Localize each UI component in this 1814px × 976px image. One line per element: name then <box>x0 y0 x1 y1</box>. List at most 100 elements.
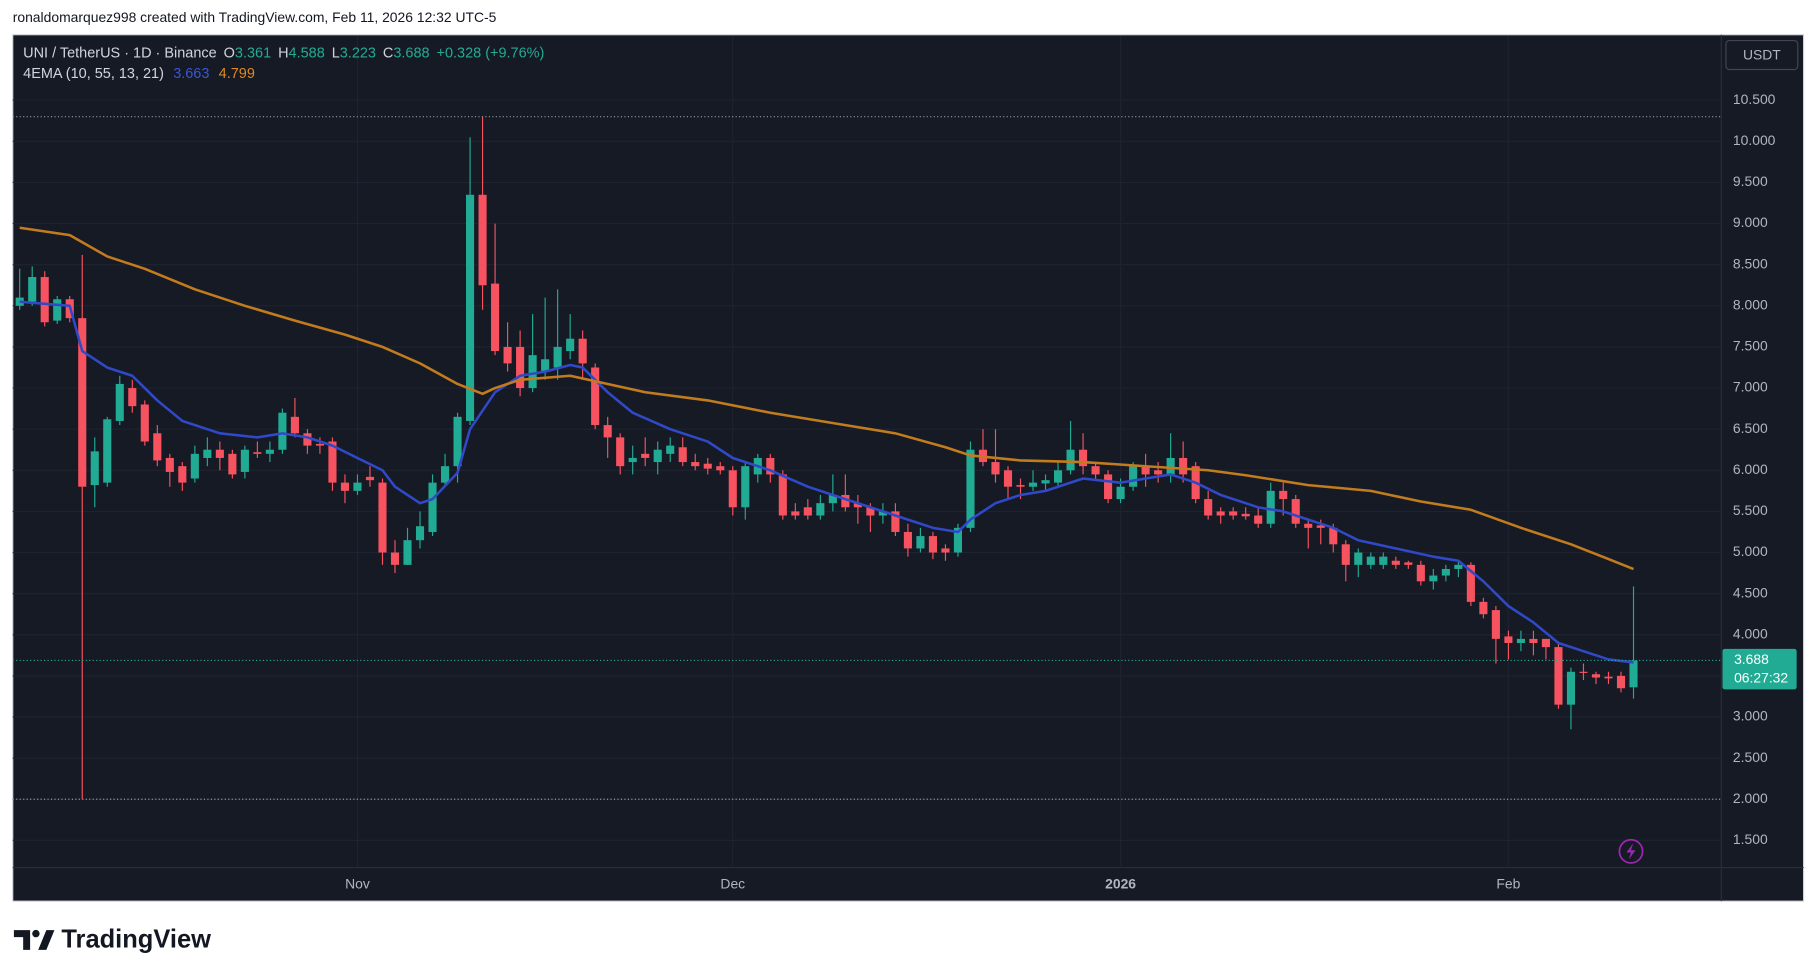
candle-body <box>1454 564 1463 569</box>
y-tick-label: 4.500 <box>1733 584 1768 600</box>
candle-body <box>766 457 775 475</box>
candle-body <box>641 453 650 458</box>
candle-body <box>1566 671 1576 705</box>
candle-body <box>1391 560 1400 565</box>
legend-indicator: 4EMA (10, 55, 13, 21) 3.663 4.799 <box>23 66 255 82</box>
axes: 1.5002.0002.5003.0003.5004.0004.5005.000… <box>345 91 1797 892</box>
currency[interactable]: USDT <box>1743 46 1781 62</box>
low-value: 3.223 <box>340 45 376 61</box>
candle-body <box>1291 499 1300 524</box>
candle-body <box>566 338 575 352</box>
currency-box[interactable] <box>1725 39 1799 71</box>
candle-body <box>1404 562 1413 565</box>
candle-body <box>265 449 274 454</box>
candle-body <box>1604 676 1613 679</box>
candle-body <box>916 536 925 549</box>
candle-body <box>1579 671 1588 673</box>
candle-body <box>153 433 162 461</box>
candle-body <box>491 283 500 352</box>
candle-body <box>1229 511 1238 516</box>
brand-name: TradingView <box>61 925 211 953</box>
y-tick-label: 8.500 <box>1733 255 1768 271</box>
close-value: 3.688 <box>393 45 429 61</box>
candle-body <box>666 445 675 454</box>
candle-body <box>1066 449 1075 471</box>
x-tick-label: 2026 <box>1105 876 1136 892</box>
candle-body <box>1341 544 1350 565</box>
candle-body <box>966 449 975 528</box>
y-tick-label: 10.500 <box>1733 91 1776 107</box>
brand-logo <box>13 929 55 950</box>
candle-body <box>103 419 112 483</box>
candle-body <box>616 437 625 467</box>
candle-body <box>190 453 199 479</box>
y-tick-label: 2.500 <box>1733 749 1768 765</box>
y-tick-label: 7.000 <box>1733 379 1768 395</box>
candle-body <box>891 511 900 532</box>
high-value: 4.588 <box>289 45 325 61</box>
y-tick-label: 8.000 <box>1733 296 1768 312</box>
candle-body <box>215 449 224 458</box>
candle-body <box>1591 674 1601 678</box>
ema-slow-value: 4.799 <box>219 66 255 82</box>
candle-body <box>365 476 375 481</box>
candle-body <box>390 552 400 565</box>
candle-body <box>178 466 187 483</box>
candle-body <box>903 531 912 549</box>
change: +0.328 (+9.76%) <box>437 45 545 61</box>
logo-slash <box>38 930 55 950</box>
ema-line <box>19 226 1634 571</box>
candle-body <box>1116 486 1125 500</box>
candle-body <box>741 466 750 508</box>
candle-body <box>1304 523 1313 528</box>
candle-body <box>1053 470 1063 483</box>
close-letter: C <box>383 45 393 61</box>
candle-body <box>1279 490 1288 500</box>
candle-body <box>578 338 587 364</box>
high-letter: H <box>278 45 288 61</box>
candle-body <box>128 388 137 407</box>
candle-body <box>1354 552 1363 565</box>
x-tick-label: Dec <box>720 876 745 892</box>
candle-body <box>240 449 249 472</box>
candle-body <box>303 433 312 446</box>
candle-body <box>1141 466 1150 475</box>
y-tick-label: 2.000 <box>1733 790 1768 806</box>
y-tick-label: 5.000 <box>1733 543 1768 559</box>
candle-body <box>1516 638 1525 643</box>
y-tick-label: 10.000 <box>1733 132 1776 148</box>
candle-body <box>1491 610 1500 639</box>
candle-body <box>791 511 800 516</box>
candle-body <box>1166 457 1175 475</box>
candle-body <box>716 466 725 471</box>
alert-icon[interactable] <box>1618 838 1644 864</box>
candle-body <box>290 416 299 434</box>
logo-dot <box>32 929 40 938</box>
candle-body <box>1329 527 1338 545</box>
candle-body <box>165 457 174 472</box>
candle-body <box>203 449 212 458</box>
last-price-box <box>1722 648 1797 690</box>
candle-body <box>703 463 712 469</box>
candle-body <box>415 526 425 541</box>
candle-body <box>1079 449 1088 467</box>
candle-body <box>541 359 550 372</box>
candle-body <box>1479 601 1488 615</box>
ema-fast-value: 3.663 <box>173 66 209 82</box>
candle-body <box>1129 466 1138 487</box>
candle-body <box>1541 638 1550 648</box>
candle-body <box>1041 480 1050 484</box>
candle-body <box>778 474 787 516</box>
candle-body <box>991 462 1000 475</box>
candle-body <box>691 462 700 467</box>
y-tick-label: 9.500 <box>1733 173 1768 189</box>
y-tick-label: 3.000 <box>1733 708 1768 724</box>
candle-body <box>1179 457 1188 475</box>
alert-bolt <box>1626 843 1636 860</box>
low-letter: L <box>332 45 340 61</box>
candle-body <box>1466 564 1475 602</box>
candle-body <box>353 482 362 491</box>
open-value: 3.361 <box>235 45 271 61</box>
